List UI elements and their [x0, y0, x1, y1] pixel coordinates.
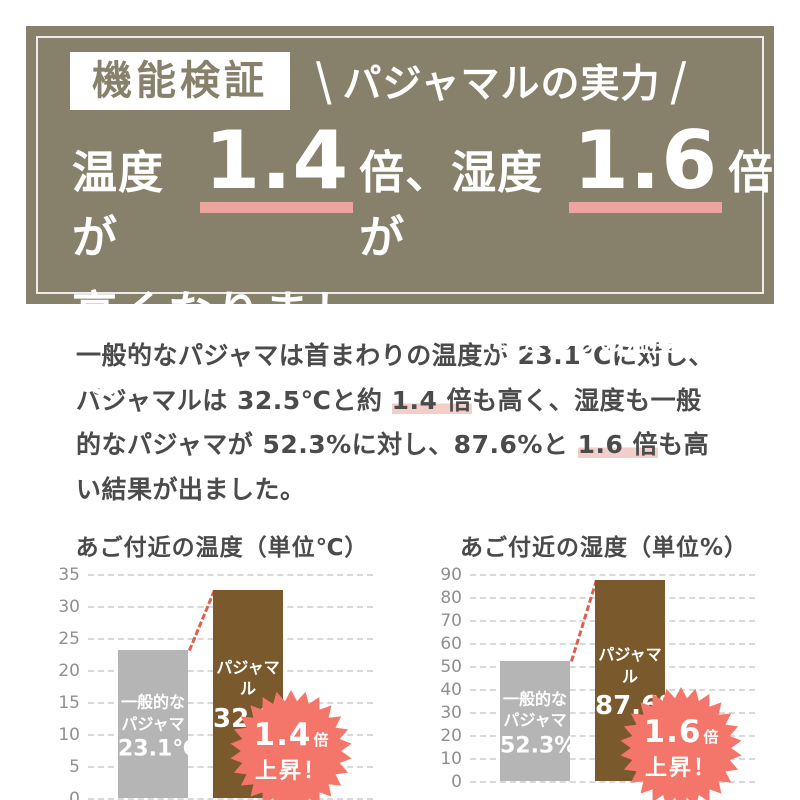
y-tick-label: 40	[440, 680, 462, 700]
bar-name-label: パジャマ	[121, 714, 185, 734]
bar-label-group: 一般的な パジャマ 23.1℃	[118, 692, 199, 762]
y-tick-label: 60	[440, 634, 462, 654]
increase-badge: 1.4 倍上昇！	[228, 688, 354, 800]
increase-multiplier: 1.4	[253, 717, 312, 753]
bar-name-label: パジャマ	[503, 711, 567, 731]
chart-title: あご付近の温度（単位℃）	[75, 535, 369, 561]
gridline: 0	[69, 789, 373, 800]
headline-number-1: 1.4	[200, 121, 354, 213]
lead-highlighted-value: 1.6 倍	[577, 430, 659, 459]
headline-main: 高くなりました！	[72, 286, 361, 404]
tagline-label: パジャマルの実力	[342, 62, 661, 107]
y-tick-label: 20	[58, 661, 80, 681]
bar-value-label: 52.3%	[500, 733, 577, 759]
increase-multiplier-unit: 倍	[703, 728, 719, 746]
increase-badge: 1.6 倍上昇！	[618, 685, 744, 800]
starburst-icon	[230, 689, 352, 800]
chart-plot-area: 0 10 20 30 40 50 60 70 80 90 一般的な パジャマ 52.3% パジャマル 87.…	[440, 565, 755, 800]
hero-top-row: 機能検証 \ パジャマルの実力 /	[70, 49, 774, 113]
tagline-open-slash: \	[316, 49, 333, 113]
y-tick-label: 70	[440, 611, 462, 631]
promo-page: 機能検証 \ パジャマルの実力 / 温度が 1.4 倍、湿度が 1.6 倍 高く…	[0, 26, 800, 800]
chart-title: あご付近の湿度（単位%）	[459, 535, 749, 561]
bar-label-group: 一般的な パジャマ 52.3%	[500, 689, 577, 759]
charts-row: あご付近の温度（単位℃） 0 5 10 15 20 25 30 35 一般的な パジャマ 23.1℃ パ…	[0, 528, 800, 800]
lead-highlighted-value: 1.4 倍	[391, 385, 473, 415]
headline-line1: 温度が 1.4 倍、湿度が 1.6 倍	[72, 121, 774, 266]
headline-text-3: 倍	[727, 146, 774, 199]
increase-badge-text: 1.4 倍上昇！	[228, 688, 354, 800]
bar-generic-pajama: 一般的な パジャマ 23.1℃	[118, 650, 199, 798]
chart-plot-area: 05101520253035一般的なパジャマ23.1℃パジャマル32.5℃1.4…	[58, 565, 373, 800]
lead-text: も高く、湿度も一般的なパジャマが 52.3%に対し、87.6%と	[76, 385, 702, 460]
increase-badge-line1: 1.4 倍	[254, 717, 329, 753]
headline-number-2: 1.6	[569, 121, 722, 213]
lead-text: も高い結果が出ました。	[76, 430, 710, 504]
increase-multiplier: 1.6	[643, 714, 702, 750]
starburst-icon	[620, 686, 742, 800]
tagline-close-slash: /	[670, 49, 688, 113]
y-tick-label: 90	[440, 565, 462, 585]
y-tick-label: 10	[58, 725, 80, 745]
y-tick-label: 0	[69, 789, 80, 800]
tagline: \ パジャマルの実力 /	[316, 49, 688, 113]
bar-name-label: 一般的な	[120, 692, 185, 712]
gridline: 35	[58, 565, 373, 585]
humidity-chart: あご付近の湿度（単位%） 0 10 20 30 40 50 60 70 80 90 一般的な パジャマ 5…	[426, 528, 756, 800]
bar-name-label: パジャマル	[598, 645, 662, 686]
increase-badge-text: 1.6 倍上昇！	[618, 685, 744, 800]
y-tick-label: 5	[69, 757, 80, 777]
bar-value-label: 23.1℃	[118, 736, 199, 762]
headline-text-1: 温度が	[72, 146, 165, 264]
y-tick-label: 80	[440, 588, 462, 608]
increase-multiplier-unit: 倍	[313, 731, 329, 749]
increase-badge-line2: 上昇！	[644, 756, 717, 781]
feature-verification-badge: 機能検証	[70, 52, 290, 110]
y-tick-label: 10	[440, 749, 462, 769]
y-tick-label: 25	[58, 629, 80, 649]
headline-line2: 高くなりました！ （首まわりの温度・湿度）	[72, 276, 782, 406]
y-tick-label: 30	[58, 597, 80, 617]
hero-content: 機能検証 \ パジャマルの実力 / 温度が 1.4 倍、湿度が 1.6 倍 高く…	[26, 26, 782, 406]
hero-panel: 機能検証 \ パジャマルの実力 / 温度が 1.4 倍、湿度が 1.6 倍 高く…	[26, 26, 780, 404]
lead-text: 一般的なパジャマは首まわりの温度が 23.1℃に対し、パジャマルは 32.5℃と…	[76, 341, 714, 415]
bar-generic-pajama: 一般的な パジャマ 52.3%	[500, 660, 577, 781]
increase-badge-line2: 上昇！	[254, 759, 327, 784]
y-tick-label: 0	[451, 772, 462, 792]
increase-badge-line1: 1.6 倍	[644, 714, 719, 750]
y-tick-label: 35	[58, 565, 80, 585]
y-tick-label: 15	[58, 693, 80, 713]
gridline: 90	[440, 565, 755, 585]
bar-name-label: 一般的な	[502, 689, 567, 709]
temperature-chart: あご付近の温度（単位℃） 0 5 10 15 20 25 30 35 一般的な パジャマ 23.1℃ パ…	[44, 528, 374, 800]
y-tick-label: 30	[440, 703, 462, 723]
headline-text-2: 倍、湿度が	[359, 146, 544, 264]
bar-name-label: パジャマル	[216, 657, 280, 699]
lead-paragraph: 一般的なパジャマは首まわりの温度が 23.1℃に対し、パジャマルは 32.5℃と…	[76, 334, 726, 512]
y-tick-label: 20	[440, 726, 462, 746]
connector-line	[188, 590, 216, 652]
gridline: 0	[451, 772, 755, 792]
headline-note: （首まわりの温度・湿度）	[469, 328, 782, 357]
y-tick-label: 50	[440, 657, 462, 677]
